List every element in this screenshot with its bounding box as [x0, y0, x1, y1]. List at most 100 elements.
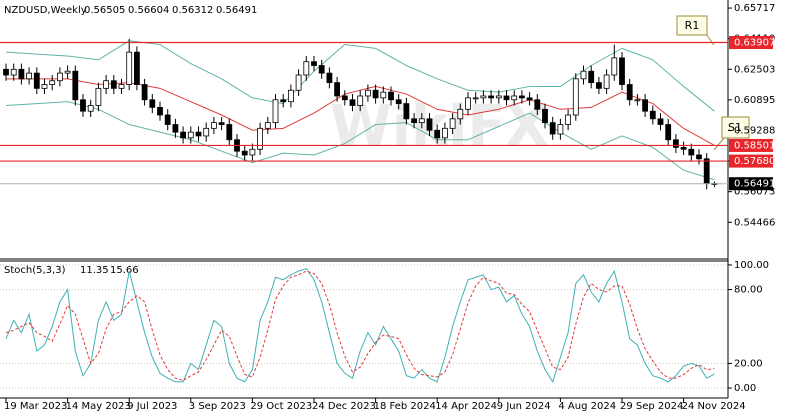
candle-body [603, 74, 610, 89]
y-tick-label: 0.59288 [734, 125, 775, 136]
candle-body [218, 122, 225, 125]
candle-body [95, 87, 102, 106]
candle-body [549, 122, 556, 135]
x-tick-label: 3 Sep 2023 [189, 401, 246, 412]
candle-body [388, 91, 394, 101]
candle-body [418, 118, 425, 124]
candle-body [249, 148, 256, 156]
candle-body [680, 146, 687, 150]
candle-body [349, 99, 356, 106]
candle-body [572, 78, 579, 116]
candle-body [411, 118, 418, 124]
indicator-line [5, 268, 715, 384]
level-label: 0.58501 [734, 140, 775, 151]
indicator-line [5, 270, 715, 382]
candle-body [118, 84, 125, 89]
candle-body [141, 84, 148, 101]
candle-body [596, 82, 602, 89]
y-tick-label: 100.00 [734, 260, 769, 271]
level-label: 0.63907 [734, 38, 775, 49]
y-tick-label: 80.00 [734, 285, 763, 296]
candle-body [157, 106, 163, 116]
x-tick-label: 9 Jul 2023 [127, 401, 177, 412]
candle-body [49, 80, 56, 85]
candle-body [619, 57, 625, 85]
candle-body [503, 95, 510, 101]
bollinger-line [5, 40, 715, 112]
x-tick-label: 29 Oct 2023 [250, 401, 312, 412]
candle-body [580, 70, 587, 80]
x-tick-label: 24 Nov 2024 [682, 401, 746, 412]
candle-body [495, 95, 502, 99]
candle-body [626, 84, 633, 101]
price-label-bg [729, 177, 773, 191]
candle-body [688, 148, 695, 156]
candle-body [657, 118, 664, 125]
callout-pointer [713, 137, 725, 151]
candle-body [126, 51, 133, 85]
level-label-bg [729, 36, 773, 50]
candle-body [226, 124, 233, 141]
candle-body [457, 108, 464, 120]
candle-body [465, 97, 471, 110]
candle-body [164, 114, 171, 125]
ohlc-low: 0.56312 [172, 5, 213, 16]
candle-body [334, 82, 341, 97]
candle-body [449, 118, 456, 129]
candle-body [441, 127, 448, 139]
callout-r1: R1 [676, 15, 715, 46]
candle-body [303, 61, 310, 76]
candle-body [41, 84, 48, 89]
y-tick-label: 0.62503 [734, 64, 775, 75]
candle-body [203, 127, 210, 137]
x-tick-label: 14 May 2023 [66, 401, 131, 412]
candle-body [10, 68, 17, 76]
candle-body [110, 80, 117, 89]
candle-body [187, 131, 194, 139]
callout-pointer [705, 33, 715, 46]
candle-body [295, 74, 302, 91]
candle-body [210, 122, 217, 129]
candle-body [542, 108, 548, 124]
candle-body [364, 89, 371, 97]
candle-body [33, 72, 40, 89]
indicator-k-value: 11.35 [80, 265, 109, 276]
candle-body [372, 89, 379, 99]
candle-body [57, 72, 63, 82]
candle-body [634, 99, 641, 102]
candle-body [519, 95, 525, 99]
candle-body [526, 97, 533, 101]
candle-body [318, 65, 325, 74]
ohlc-open: 0.56505 [84, 5, 125, 16]
candle-body [403, 103, 410, 120]
candle-body [80, 99, 86, 112]
indicator-d-value: 15.66 [110, 265, 139, 276]
candle-body [287, 89, 294, 103]
candle-body [311, 61, 317, 66]
y-tick-label: 0.65717 [734, 3, 775, 14]
candle-body [180, 131, 187, 139]
level-label-bg [729, 138, 773, 152]
callout-label: R1 [685, 19, 700, 32]
candle-body [195, 131, 202, 137]
candle-body [434, 129, 441, 139]
candle-body [103, 80, 109, 89]
candle-body [26, 72, 33, 80]
stoch-header: Stoch(5,3,3) 11.35 15.66 [4, 265, 139, 276]
x-tick-label: 18 Feb 2024 [374, 401, 436, 412]
candle-body [3, 68, 9, 76]
x-tick-label: 19 Mar 2023 [4, 401, 67, 412]
candle-body [395, 99, 402, 104]
candle-body [72, 70, 79, 101]
candle-body [426, 118, 433, 131]
indicator-title: Stoch(5,3,3) [4, 265, 66, 276]
x-tick-label: 4 Aug 2024 [558, 401, 616, 412]
candle-body [133, 51, 140, 85]
x-tick-label: 29 Sep 2024 [620, 401, 683, 412]
price-label: 0.56491 [734, 179, 775, 190]
callout-box [676, 15, 708, 36]
candle-body [472, 97, 479, 100]
